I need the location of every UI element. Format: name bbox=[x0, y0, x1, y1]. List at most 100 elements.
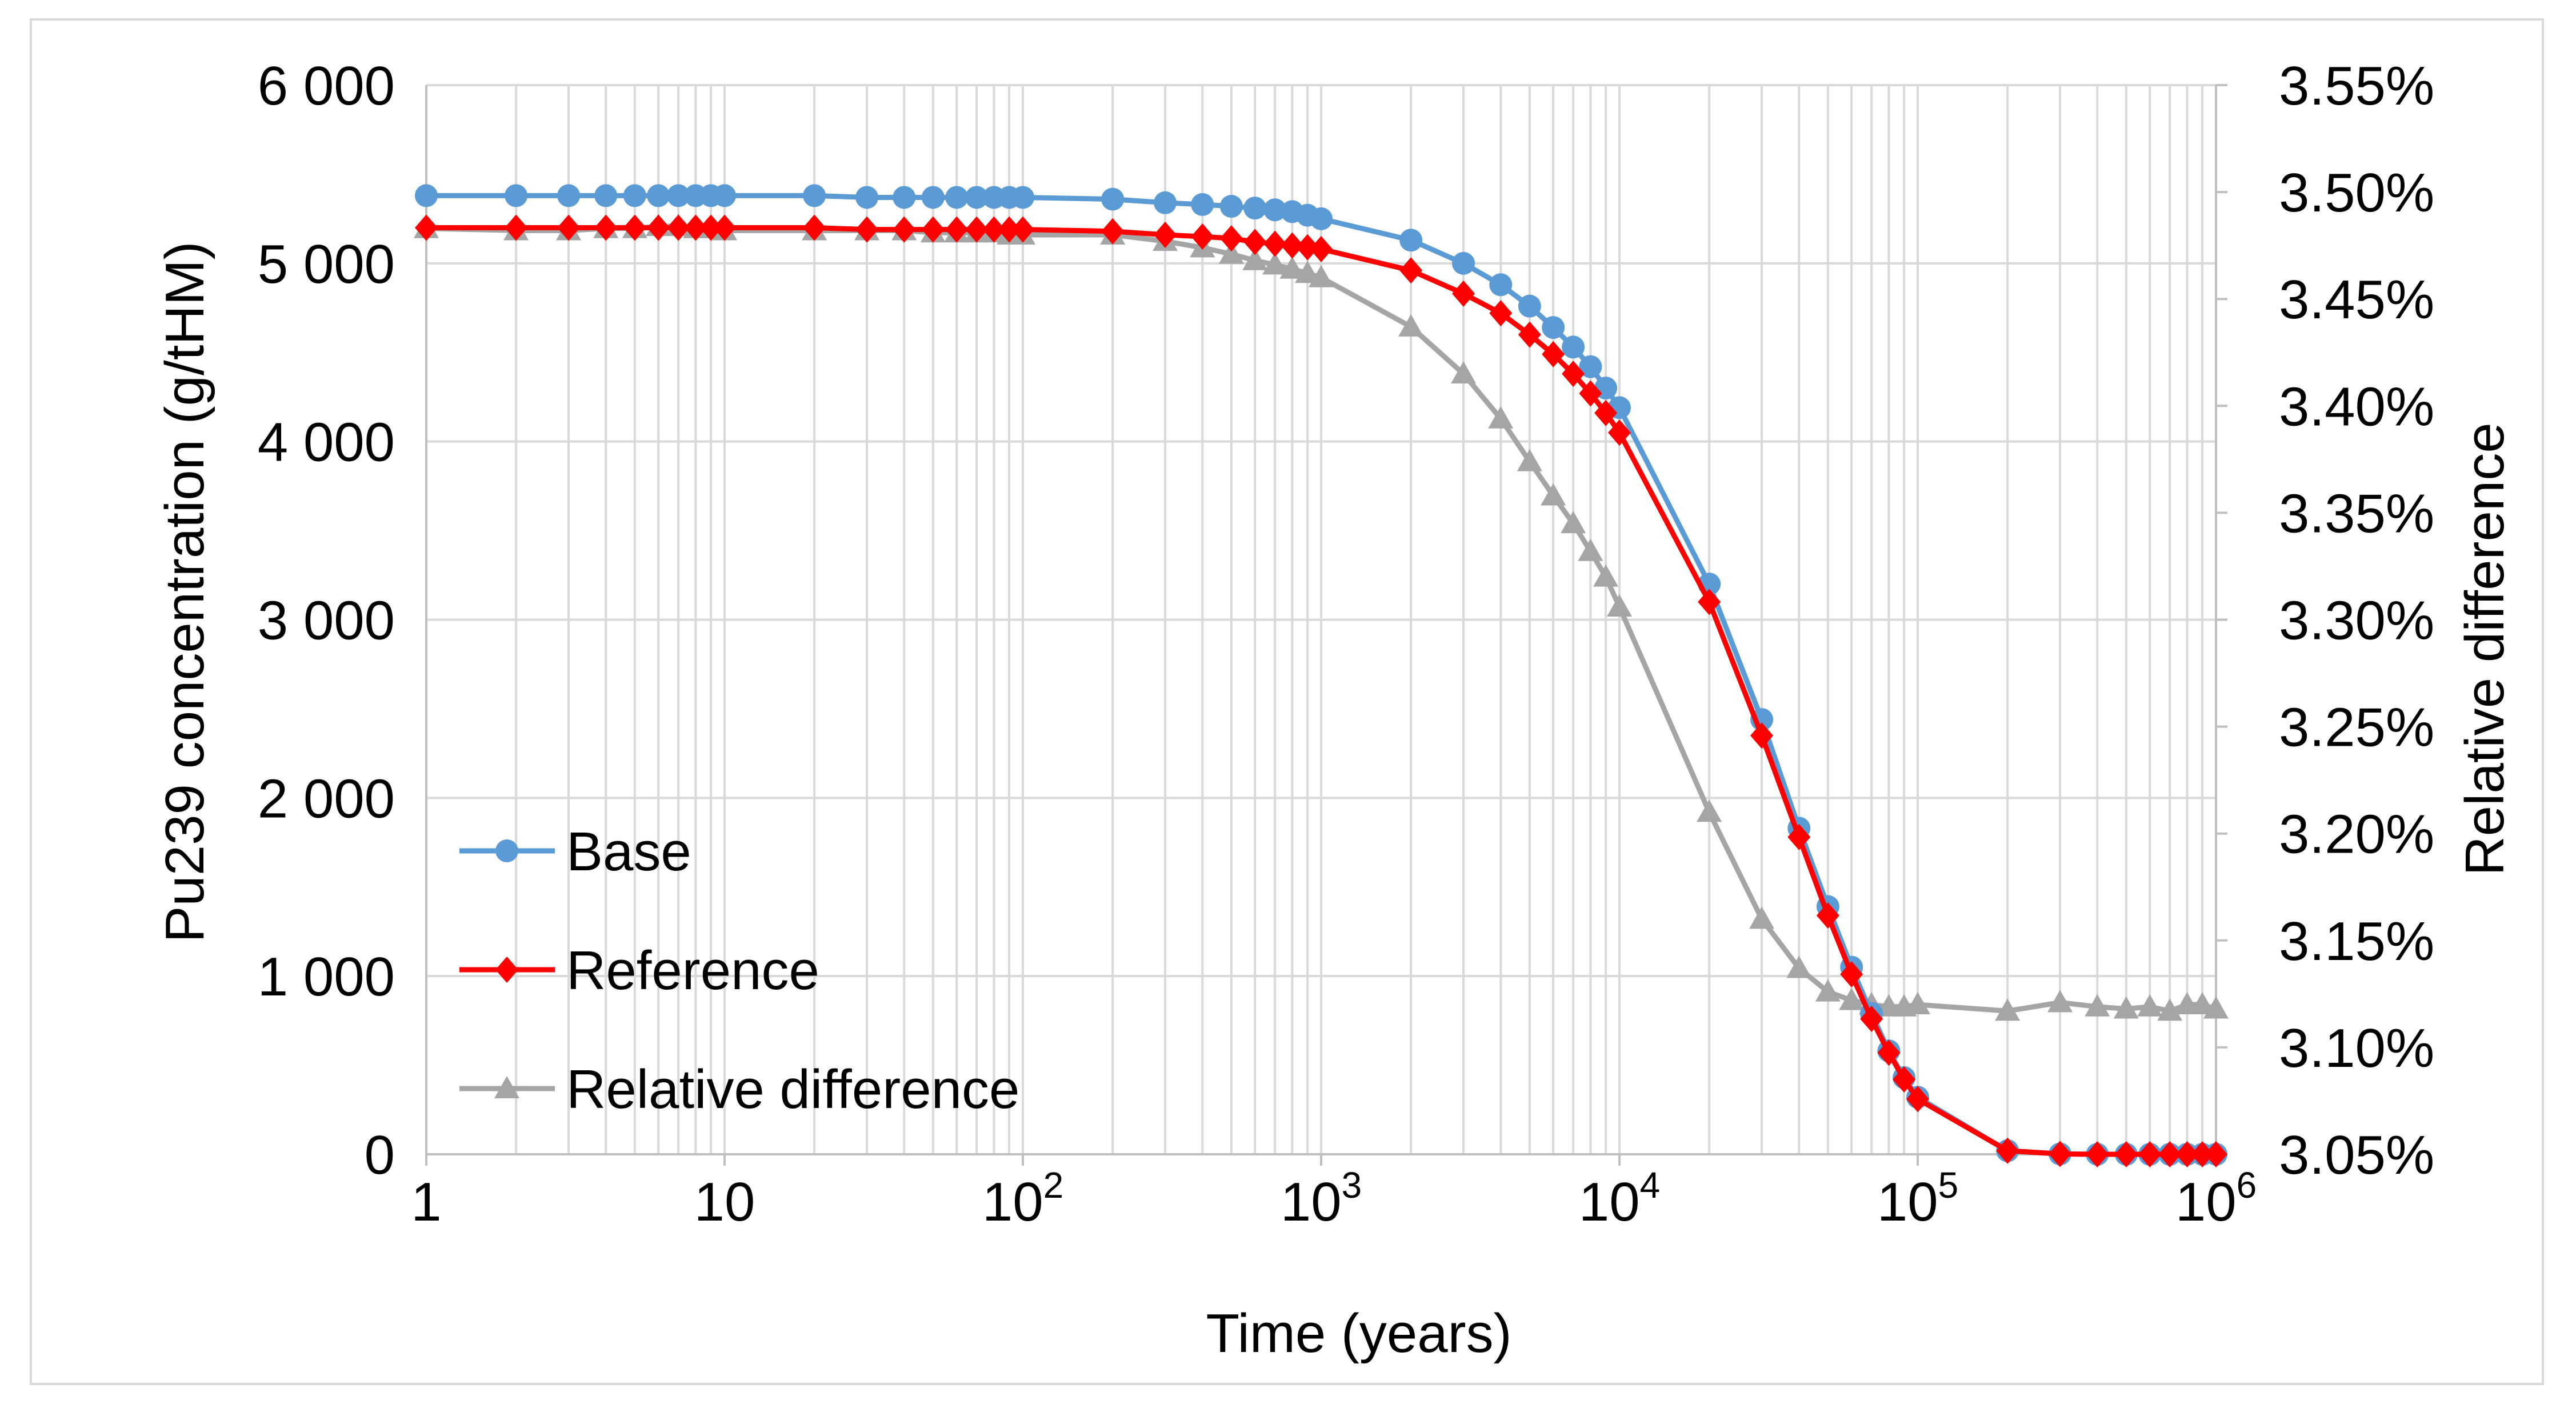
data-point bbox=[1243, 229, 1267, 255]
x-tick-label: 105 bbox=[1877, 1165, 1958, 1233]
y-tick-label: 2 000 bbox=[258, 768, 395, 829]
data-point bbox=[594, 184, 618, 207]
y-tick-label: 0 bbox=[365, 1125, 395, 1186]
data-point bbox=[2205, 1141, 2227, 1167]
legend-label: Reference bbox=[566, 940, 819, 1001]
data-point bbox=[1893, 1066, 1916, 1093]
data-point bbox=[2157, 998, 2183, 1021]
legend-marker bbox=[495, 957, 518, 983]
data-point bbox=[647, 184, 670, 207]
data-point bbox=[2158, 1141, 2182, 1167]
data-point bbox=[965, 186, 989, 209]
legend: Base Reference Relative difference bbox=[459, 821, 1019, 1120]
x-tick-base: 10 bbox=[1877, 1171, 1938, 1233]
y2-tick-label: 3.05% bbox=[2279, 1125, 2434, 1186]
data-point bbox=[1815, 979, 1841, 1002]
data-point bbox=[803, 214, 826, 241]
data-point bbox=[945, 186, 969, 209]
legend-marker bbox=[494, 1076, 519, 1098]
legend-item: Relative difference bbox=[459, 1059, 1019, 1120]
data-point bbox=[1786, 955, 1812, 978]
data-point bbox=[1995, 998, 2021, 1021]
data-point bbox=[1518, 294, 1541, 318]
data-point bbox=[982, 216, 1006, 243]
data-point bbox=[647, 214, 670, 241]
data-point bbox=[667, 184, 690, 207]
data-point bbox=[1310, 207, 1333, 230]
data-point bbox=[1839, 987, 1865, 1010]
data-point bbox=[2086, 1141, 2109, 1167]
data-point bbox=[557, 184, 581, 207]
y2-axis-title: Relative difference bbox=[2454, 422, 2515, 875]
data-point bbox=[1309, 265, 1334, 287]
data-point bbox=[893, 216, 916, 243]
y-tick-label: 1 000 bbox=[258, 946, 395, 1007]
data-point bbox=[1154, 191, 1177, 214]
x-tick-exponent: 2 bbox=[1043, 1165, 1064, 1206]
data-point bbox=[1262, 252, 1288, 275]
data-point bbox=[1697, 799, 1722, 822]
data-point bbox=[803, 184, 826, 207]
data-point bbox=[1399, 229, 1423, 252]
x-tick-base: 1 bbox=[411, 1171, 441, 1233]
x-tick-exponent: 4 bbox=[1640, 1165, 1661, 1206]
data-point bbox=[855, 216, 879, 243]
data-point bbox=[2175, 1141, 2199, 1167]
data-point bbox=[1452, 280, 1475, 307]
y2-tick-label: 3.50% bbox=[2279, 162, 2434, 223]
data-point bbox=[1279, 256, 1305, 279]
data-point bbox=[1452, 251, 1475, 275]
data-point bbox=[1593, 564, 1619, 587]
data-point bbox=[1860, 1006, 1883, 1033]
y2-tick-label: 3.40% bbox=[2279, 376, 2434, 437]
data-point bbox=[2114, 1141, 2138, 1167]
data-point bbox=[1488, 406, 1514, 429]
data-point bbox=[1399, 257, 1423, 284]
data-point bbox=[1594, 399, 1618, 426]
data-point bbox=[2085, 994, 2110, 1017]
x-tick-label: 1 bbox=[411, 1171, 441, 1233]
data-point bbox=[1518, 321, 1541, 348]
data-point bbox=[713, 214, 736, 241]
data-point bbox=[855, 186, 879, 209]
data-point bbox=[505, 184, 528, 207]
data-point bbox=[1101, 218, 1125, 245]
y2-tick-label: 3.15% bbox=[2279, 911, 2434, 972]
data-point bbox=[415, 214, 438, 241]
grid bbox=[426, 84, 2217, 1154]
data-point bbox=[1579, 380, 1602, 407]
data-point bbox=[1562, 335, 1585, 359]
legend-label: Base bbox=[566, 821, 691, 882]
data-point bbox=[998, 216, 1021, 243]
data-point bbox=[1398, 314, 1424, 337]
x-tick-exponent: 3 bbox=[1342, 1165, 1362, 1206]
y-axis-title: Pu239 concentration (g/tHM) bbox=[154, 241, 215, 942]
y-tick-label: 6 000 bbox=[258, 55, 395, 117]
x-tick-exponent: 5 bbox=[1938, 1165, 1959, 1206]
data-point bbox=[1191, 223, 1214, 250]
x-axis-title: Time (years) bbox=[1206, 1303, 1511, 1364]
x-tick-label: 106 bbox=[2175, 1165, 2257, 1233]
data-point bbox=[1750, 722, 1774, 749]
data-point bbox=[684, 214, 707, 241]
data-point bbox=[557, 214, 581, 241]
data-point bbox=[2138, 1141, 2162, 1167]
y2-tick-label: 3.25% bbox=[2279, 697, 2434, 758]
data-point bbox=[921, 186, 945, 209]
data-point bbox=[594, 214, 618, 241]
x-tick-label: 10 bbox=[694, 1171, 755, 1233]
x-tick-label: 104 bbox=[1579, 1165, 1660, 1233]
data-point bbox=[2113, 996, 2139, 1019]
data-point bbox=[623, 184, 646, 207]
data-point bbox=[1542, 341, 1565, 367]
data-point bbox=[1191, 193, 1214, 216]
data-point bbox=[1242, 247, 1268, 270]
legend-item: Base bbox=[459, 821, 691, 882]
data-point bbox=[1840, 961, 1863, 988]
data-point bbox=[1310, 235, 1333, 262]
data-point bbox=[1542, 316, 1565, 339]
data-point bbox=[1489, 273, 1513, 297]
data-point bbox=[1541, 483, 1566, 506]
data-point bbox=[1996, 1137, 2019, 1164]
